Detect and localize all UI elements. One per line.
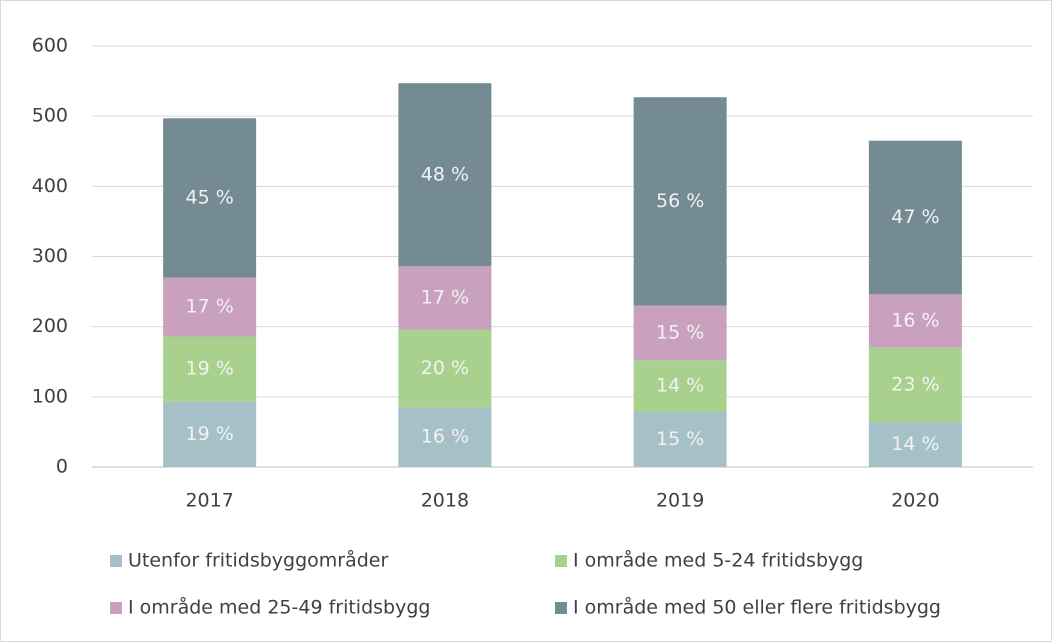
bar-segment <box>398 266 492 330</box>
data-label: 23 % <box>891 373 939 395</box>
bar-segment <box>163 118 257 278</box>
x-tick-label: 2020 <box>891 490 939 512</box>
y-tick-label: 600 <box>32 35 68 57</box>
y-tick-label: 300 <box>32 245 68 267</box>
data-label: 17 % <box>421 286 469 308</box>
bar-segment <box>398 329 492 408</box>
data-label: 17 % <box>185 296 233 318</box>
bar-segment <box>633 305 727 361</box>
data-label: 47 % <box>891 206 939 228</box>
y-tick-label: 400 <box>32 175 68 197</box>
bar-segment <box>163 277 257 337</box>
bar-segment <box>633 411 727 467</box>
legend-swatch <box>555 555 567 567</box>
bar-segment <box>633 360 727 412</box>
x-tick-label: 2018 <box>421 490 469 512</box>
y-tick-label: 500 <box>32 105 68 127</box>
legend-swatch <box>110 555 122 567</box>
legend-label: I område med 5-24 fritidsbygg <box>573 549 863 572</box>
legend-label: Utenfor fritidsbyggområder <box>128 549 388 572</box>
y-tick-label: 0 <box>56 456 68 478</box>
bar-segment <box>868 422 962 467</box>
bar-segment <box>633 97 727 306</box>
data-label: 16 % <box>891 310 939 332</box>
bar-segment <box>868 347 962 423</box>
data-label: 19 % <box>185 358 233 380</box>
data-label: 45 % <box>185 186 233 208</box>
legend-swatch <box>555 602 567 614</box>
bar-segment <box>398 407 492 467</box>
bar-segment <box>868 294 962 348</box>
data-label: 15 % <box>656 428 704 450</box>
data-label: 15 % <box>656 321 704 343</box>
data-label: 16 % <box>421 426 469 448</box>
bar-segment <box>163 336 257 402</box>
legend-swatch <box>110 602 122 614</box>
bar-segment <box>868 140 962 295</box>
data-label: 14 % <box>656 374 704 396</box>
bar-segment <box>163 401 257 467</box>
y-tick-label: 100 <box>32 385 68 407</box>
data-label: 20 % <box>421 357 469 379</box>
y-tick-label: 200 <box>32 315 68 337</box>
data-label: 19 % <box>185 423 233 445</box>
data-label: 14 % <box>891 433 939 455</box>
data-label: 56 % <box>656 190 704 212</box>
x-tick-label: 2017 <box>185 490 233 512</box>
bar-segment <box>398 83 492 267</box>
legend-label: I område med 25-49 fritidsbygg <box>128 596 430 619</box>
data-label: 48 % <box>421 163 469 185</box>
x-tick-label: 2019 <box>656 490 704 512</box>
legend-label: I område med 50 eller flere fritidsbygg <box>573 596 941 619</box>
